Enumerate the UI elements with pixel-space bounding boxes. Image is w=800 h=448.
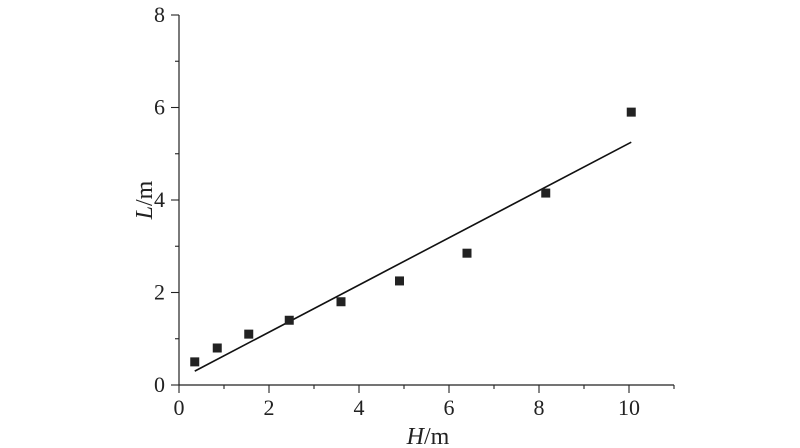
x-axis-unit: /m (424, 424, 450, 448)
x-tick-label: 10 (618, 395, 640, 420)
y-axis-title: L/m (132, 180, 158, 220)
data-point (190, 357, 200, 367)
x-tick-label: 0 (174, 395, 185, 420)
ticks: 0 2 4 6 8 10 0 2 4 6 8 (154, 2, 675, 420)
x-tick-label: 8 (534, 395, 545, 420)
data-point (212, 343, 222, 353)
y-tick-label: 8 (154, 2, 165, 27)
data-point (541, 188, 551, 198)
data-point (626, 107, 636, 117)
y-tick-label: 0 (154, 372, 165, 397)
y-axis-symbol: L (132, 206, 158, 220)
x-axis-title: H/m (406, 424, 450, 448)
fit-line (194, 141, 632, 372)
y-tick-label: 4 (154, 187, 165, 212)
plot-area (190, 107, 636, 372)
axes (178, 15, 674, 386)
data-point (244, 329, 254, 339)
y-tick-label: 2 (154, 280, 165, 305)
data-point (395, 276, 404, 286)
y-axis-unit: /m (132, 180, 158, 206)
data-point (336, 297, 346, 307)
data-point (284, 315, 294, 325)
x-tick-label: 6 (444, 395, 455, 420)
data-point (462, 248, 472, 258)
y-tick-label: 6 (154, 95, 165, 120)
x-tick-label: 2 (264, 395, 275, 420)
x-axis-symbol: H (406, 424, 426, 448)
x-tick-label: 4 (354, 395, 365, 420)
